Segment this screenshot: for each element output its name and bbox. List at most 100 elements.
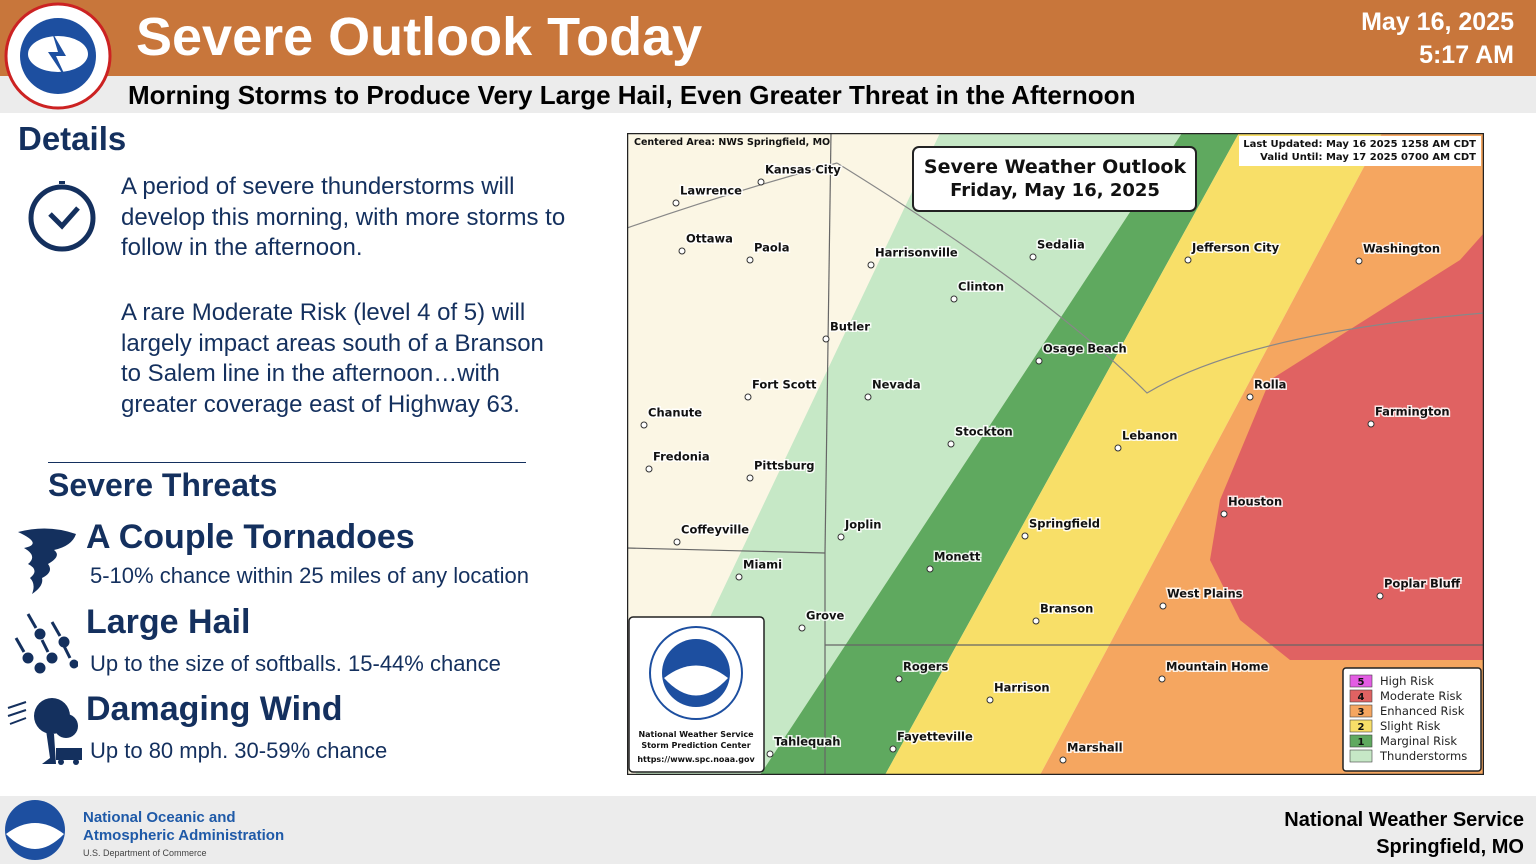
tornado-icon: [18, 528, 76, 594]
city-label: Joplin: [844, 518, 881, 532]
city-label: Lebanon: [1122, 429, 1177, 443]
city-dot: [1114, 444, 1122, 452]
thunderstorm-area: [635, 133, 1182, 775]
office-location: Springfield, MO: [1376, 836, 1524, 858]
city-label: Mountain Home: [1166, 660, 1269, 674]
legend-swatch: [1349, 734, 1373, 748]
city-dot: [746, 474, 754, 482]
city-dot: [640, 421, 648, 429]
city-label: Nevada: [872, 378, 921, 392]
subtitle-bar: [0, 76, 1536, 113]
last-updated: Last Updated: May 16 2025 1258 AM CDT: [1243, 139, 1476, 150]
nws-logo: [4, 2, 112, 110]
legend-box: [1342, 667, 1482, 772]
legend-label: High Risk: [1380, 674, 1434, 688]
city-dot: [673, 538, 681, 546]
city-label: Rolla: [1254, 378, 1286, 392]
boundaries: [627, 133, 1484, 775]
city-dot: [837, 533, 845, 541]
city-label: Paola: [754, 241, 789, 255]
city-label: Stockton: [955, 425, 1013, 439]
city-label: Washington: [1363, 242, 1440, 256]
issue-time: May 16, 2025 5:17 AM: [1361, 6, 1514, 72]
city-label: Sedalia: [1037, 238, 1085, 252]
details-paragraph: A period of severe thunderstorms will de…: [121, 173, 566, 261]
city-label: Tahlequah: [774, 735, 840, 749]
legend-level: 3: [1358, 707, 1365, 718]
map-subtitle: Friday, May 16, 2025: [950, 180, 1160, 201]
city-dot: [1246, 393, 1254, 401]
subtitle: Morning Storms to Produce Very Large Hai…: [128, 80, 1136, 110]
city-label: Harrison: [994, 681, 1050, 695]
city-label: Fredonia: [653, 450, 710, 464]
city-dot: [867, 261, 875, 269]
city-label: Houston: [1228, 495, 1282, 509]
legend-label: Slight Risk: [1380, 719, 1441, 733]
slight-area: [885, 133, 1382, 775]
legend-swatch: [1349, 749, 1373, 763]
threat-title: Large Hail: [86, 603, 251, 641]
city-label: Poplar Bluff: [1384, 577, 1461, 591]
city-dot: [1059, 756, 1067, 764]
threats-heading: Severe Threats: [48, 467, 278, 503]
city-dot: [1220, 510, 1228, 518]
noaa-logo: [5, 800, 65, 860]
centered-area: Centered Area: NWS Springfield, MO: [634, 137, 830, 148]
city-label: Butler: [830, 320, 870, 334]
city-dot: [822, 335, 830, 343]
city-dot: [744, 393, 752, 401]
footer-bar: [0, 796, 1536, 864]
city-dot: [757, 178, 765, 186]
city-dot: [986, 696, 994, 704]
city-dot: [678, 247, 686, 255]
city-dot: [672, 199, 680, 207]
org-name: Atmospheric Administration: [83, 827, 285, 844]
legend-level: 5: [1358, 677, 1365, 688]
city-dot: [1367, 420, 1375, 428]
legend-swatch: [1349, 704, 1373, 718]
city-label: Monett: [934, 550, 981, 564]
city-label: Branson: [1040, 602, 1093, 616]
city-label: Springfield: [1029, 517, 1100, 531]
divider: [48, 462, 526, 463]
noaa-seal: [664, 665, 728, 696]
clock-icon: [28, 181, 96, 252]
city-dot: [1035, 357, 1043, 365]
legend-label: Enhanced Risk: [1380, 704, 1465, 718]
map-frame: [627, 133, 1484, 775]
city-dot: [895, 675, 903, 683]
city-label: Marshall: [1067, 741, 1123, 755]
threat-title: A Couple Tornadoes: [86, 518, 415, 556]
map-title-box: [912, 146, 1197, 212]
org-name: National Oceanic and: [83, 809, 236, 826]
city-label: Miami: [743, 558, 782, 572]
threat-title: Damaging Wind: [86, 690, 343, 728]
legend-swatch: [1349, 689, 1373, 703]
valid-until: Valid Until: May 17 2025 0700 AM CDT: [1260, 152, 1476, 163]
city-dot: [950, 295, 958, 303]
city-label: Farmington: [1375, 405, 1450, 419]
legend-swatch: [1349, 674, 1373, 688]
city-dot: [798, 624, 806, 632]
threat-description: Up to the size of softballs. 15-44% chan…: [90, 651, 501, 676]
city-dot: [735, 573, 743, 581]
outlook-map: Kansas City Lawrence Ottawa Paola Harrisonvi…: [627, 133, 1484, 775]
city-dot: [746, 256, 754, 264]
page-title: Severe Outlook Today: [136, 7, 703, 67]
city-label: Jefferson City: [1191, 241, 1280, 255]
city-dot: [1159, 602, 1167, 610]
city-label: Grove: [806, 609, 845, 623]
city-label: Chanute: [648, 406, 702, 420]
city-label: Harrisonville: [875, 246, 958, 260]
city-label: Kansas City: [765, 163, 841, 177]
noaa-caption: National Weather Service: [638, 730, 754, 739]
threat-description: 5-10% chance within 25 miles of any loca…: [90, 563, 530, 588]
details-paragraph: A rare Moderate Risk (level 4 of 5) will…: [121, 299, 544, 418]
city-dot: [864, 393, 872, 401]
city-dot: [1021, 532, 1029, 540]
map-title: Severe Weather Outlook: [924, 156, 1187, 178]
legend-level: 4: [1358, 692, 1365, 703]
city-dot: [889, 745, 897, 753]
city-dot: [1184, 256, 1192, 264]
